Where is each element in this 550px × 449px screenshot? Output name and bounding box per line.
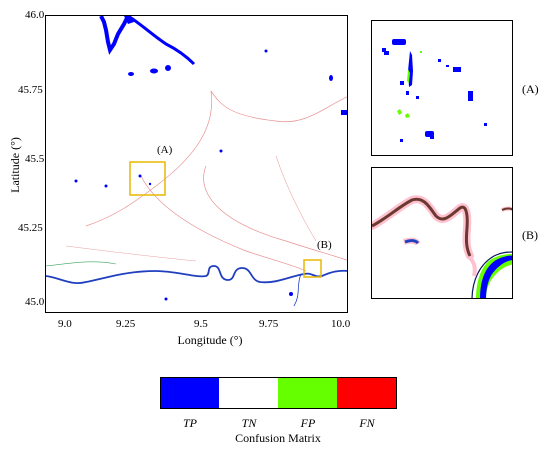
river-tributary (293, 273, 302, 307)
fp-patch (397, 109, 402, 115)
inset-label-b: (B) (522, 228, 538, 242)
water-patch (74, 179, 78, 183)
water-patch (104, 184, 108, 188)
water-patch (289, 292, 293, 296)
legend-title: Confusion Matrix (235, 431, 321, 445)
river-po (46, 261, 117, 267)
x-axis-label: Longitude (°) (177, 333, 243, 347)
water-patch (400, 139, 403, 142)
fn-halo (468, 256, 477, 277)
legend-swatch-fp (278, 378, 337, 408)
river-ticino (99, 16, 130, 55)
water-patch (425, 131, 434, 137)
water-patch (468, 91, 473, 101)
legend-swatch-tp (161, 378, 219, 408)
river-po (46, 265, 347, 284)
legend-label-tp: TP (182, 416, 197, 430)
water-patch (400, 81, 404, 85)
x-tick: 10.0 (331, 318, 351, 330)
x-tick: 9.25 (116, 318, 136, 330)
water-patch (164, 297, 168, 301)
water-patch (148, 182, 152, 186)
inset-b-svg (372, 195, 512, 298)
inset-b (371, 167, 513, 299)
fp-patch (407, 69, 410, 83)
region-box-a (129, 161, 166, 196)
legend-swatch-tn (219, 378, 278, 408)
water-patch (453, 67, 461, 72)
fn-halo (372, 195, 474, 260)
inset-label-a: (A) (522, 82, 539, 96)
water-patch (438, 59, 441, 62)
river-ticino (124, 16, 134, 24)
water-patch (128, 72, 134, 76)
water-patch (446, 65, 449, 67)
x-tick: 9.5 (194, 318, 208, 330)
x-tick: 9.75 (259, 318, 279, 330)
x-tick: 9.0 (58, 318, 72, 330)
water-patch (219, 149, 223, 153)
river-core (372, 197, 472, 257)
y-tick: 46.0 (25, 9, 45, 21)
road-line (210, 90, 347, 123)
road-line (140, 175, 307, 272)
y-tick: 45.0 (25, 296, 45, 308)
legend-swatch-fn (337, 378, 396, 408)
water-patch (484, 123, 487, 126)
water-patch (382, 48, 386, 52)
region-label-a: (A) (157, 144, 173, 156)
water-patch (430, 136, 434, 139)
fp-patch (420, 51, 422, 53)
main-map: (A) (B) (45, 15, 348, 313)
river-ticino (127, 16, 196, 66)
inset-a-svg (382, 39, 487, 142)
legend-label-tn: TN (241, 416, 257, 430)
road-line (65, 245, 197, 262)
water-patch (329, 75, 333, 81)
water-patch (416, 96, 419, 99)
water-patch (406, 91, 409, 95)
road-line (85, 90, 213, 227)
road-line (203, 165, 347, 261)
y-tick: 45.25 (18, 222, 43, 234)
road-line (275, 155, 317, 242)
water-patch (341, 110, 347, 115)
y-tick: 45.75 (18, 84, 43, 96)
water-patch (165, 65, 171, 71)
water-patch (384, 51, 389, 55)
water-patch (264, 49, 268, 53)
fp-patch (405, 113, 410, 118)
river-core (404, 239, 420, 245)
water-patch (138, 174, 142, 178)
legend-border (160, 377, 397, 409)
region-label-b: (B) (317, 239, 332, 251)
river-po (480, 255, 512, 298)
river-po (471, 251, 512, 298)
water-patch (392, 39, 406, 45)
y-axis-label: Latitude (°) (8, 137, 22, 193)
y-tick: 45.5 (25, 153, 45, 165)
legend-label-fn: FN (359, 416, 375, 430)
water-patch (150, 68, 158, 74)
main-map-svg (46, 16, 347, 307)
legend-label-fp: FP (300, 416, 316, 430)
river-core (501, 207, 512, 211)
region-box-b (303, 259, 322, 278)
inset-a (371, 20, 513, 156)
